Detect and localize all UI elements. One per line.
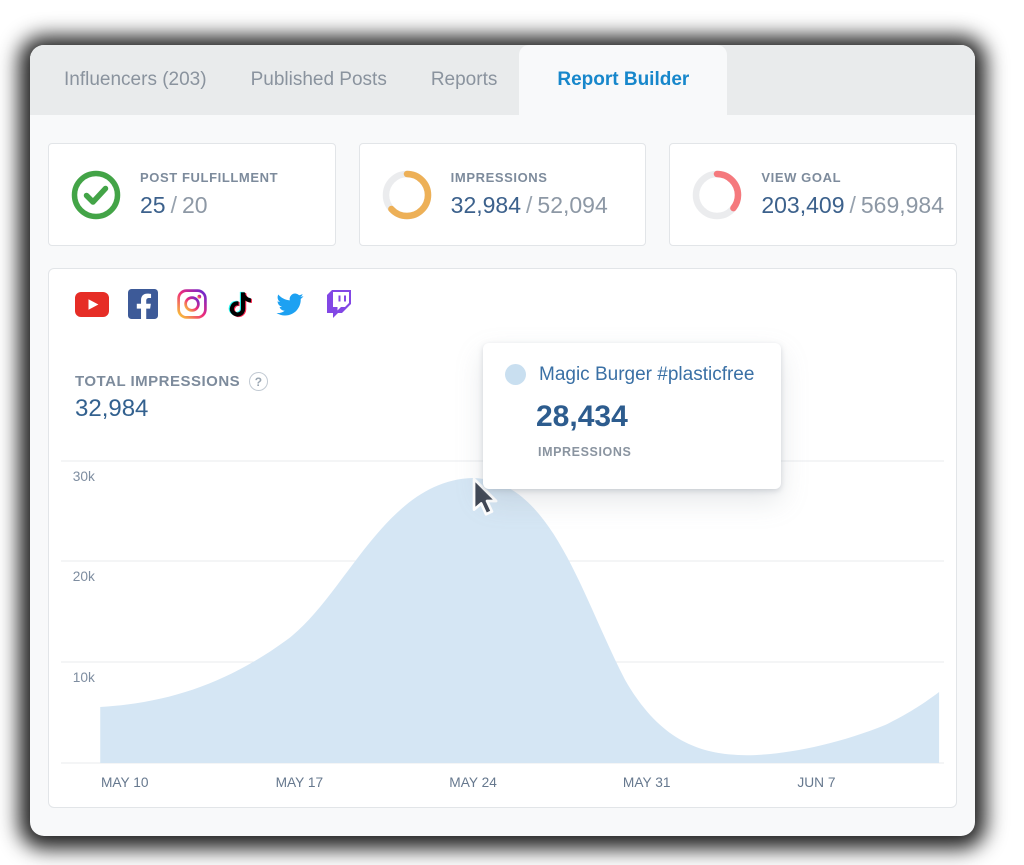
stat-label: VIEW GOAL — [761, 170, 842, 185]
impressions-texts: IMPRESSIONS 32,984/52,094 — [451, 170, 608, 219]
impressions-area-chart[interactable]: 30k 20k 10k MAY 10 MAY 17 MAY 24 MAY 31 … — [61, 455, 944, 807]
stat-separator: / — [849, 192, 856, 218]
stat-value: 25 — [140, 192, 166, 218]
tab-report-builder[interactable]: Report Builder — [519, 45, 728, 115]
impressions-card: IMPRESSIONS 32,984/52,094 — [358, 143, 647, 246]
twitch-icon[interactable] — [325, 290, 353, 318]
x-tick-may10: MAY 10 — [101, 774, 149, 790]
y-tick-20k: 20k — [73, 568, 95, 584]
total-impressions-header: TOTAL IMPRESSIONS ? — [75, 372, 269, 391]
check-circle-icon — [69, 168, 123, 222]
stat-cards-row: POST FULFILLMENT 25/20 IMPRES — [48, 143, 958, 246]
twitter-icon[interactable] — [274, 291, 306, 318]
stat-total: 20 — [181, 192, 208, 218]
total-impressions-label: TOTAL IMPRESSIONS — [75, 373, 241, 390]
stat-label: IMPRESSIONS — [450, 170, 548, 185]
area-series[interactable] — [100, 478, 940, 763]
x-tick-may31: MAY 31 — [623, 774, 671, 790]
view-goal-card: VIEW GOAL 203,409/569,984 — [669, 143, 958, 246]
y-tick-10k: 10k — [73, 669, 95, 685]
mouse-cursor-icon — [472, 477, 498, 516]
x-tick-may24: MAY 24 — [449, 774, 497, 790]
content-area: POST FULFILLMENT 25/20 IMPRES — [30, 115, 975, 808]
stat-value: 203,409 — [761, 192, 845, 218]
app-window: Influencers (203) Published Posts Report… — [30, 45, 975, 836]
tooltip-unit-label: IMPRESSIONS — [538, 445, 632, 459]
tooltip-series-name: Magic Burger #plasticfree — [539, 364, 755, 385]
x-tick-may17: MAY 17 — [276, 774, 324, 790]
y-tick-30k: 30k — [73, 468, 95, 484]
donut-progress-icon — [380, 168, 434, 222]
tab-influencers[interactable]: Influencers (203) — [64, 69, 207, 90]
x-tick-jun7: JUN 7 — [797, 774, 835, 790]
total-impressions-value: 32,984 — [75, 395, 149, 422]
tab-published-posts[interactable]: Published Posts — [250, 69, 387, 90]
chart-tooltip: Magic Burger #plasticfree 28,434 IMPRESS… — [483, 343, 781, 489]
tooltip-value: 28,434 — [536, 400, 628, 433]
social-platforms-row — [75, 286, 353, 322]
stat-separator: / — [170, 192, 177, 218]
stat-values: 203,409/569,984 — [761, 192, 944, 219]
stat-values: 25/20 — [140, 192, 278, 219]
tab-bar: Influencers (203) Published Posts Report… — [30, 45, 975, 115]
series-dot-icon — [505, 364, 526, 385]
chart-svg[interactable]: 30k 20k 10k MAY 10 MAY 17 MAY 24 MAY 31 … — [61, 455, 944, 807]
chart-panel: TOTAL IMPRESSIONS ? 32,984 30k 20k 10k — [48, 268, 957, 808]
stat-total: 569,984 — [860, 192, 945, 218]
tab-reports[interactable]: Reports — [430, 69, 498, 90]
stat-value: 32,984 — [450, 192, 522, 218]
tiktok-icon[interactable] — [226, 290, 255, 319]
facebook-icon[interactable] — [128, 289, 158, 319]
stat-label: POST FULFILLMENT — [140, 170, 279, 185]
stat-values: 32,984/52,094 — [451, 192, 608, 219]
stat-total: 52,094 — [537, 192, 608, 218]
youtube-icon[interactable] — [75, 291, 109, 317]
instagram-icon[interactable] — [177, 289, 207, 319]
donut-progress-icon — [690, 168, 744, 222]
post-fulfillment-texts: POST FULFILLMENT 25/20 — [140, 170, 278, 219]
help-icon[interactable]: ? — [249, 372, 269, 391]
post-fulfillment-card: POST FULFILLMENT 25/20 — [48, 143, 336, 246]
view-goal-texts: VIEW GOAL 203,409/569,984 — [761, 170, 944, 219]
stat-separator: / — [526, 192, 533, 218]
